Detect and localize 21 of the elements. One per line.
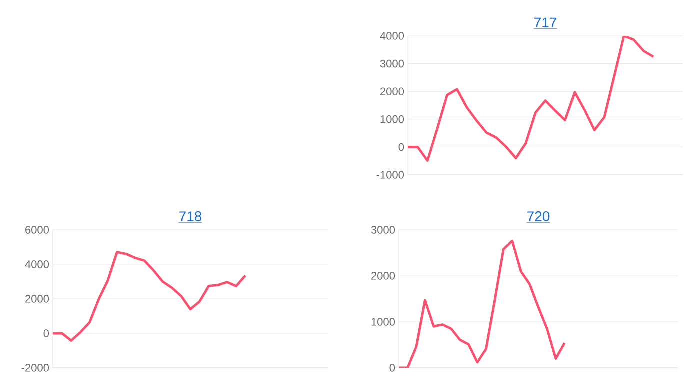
y-tick-label: 4000 xyxy=(25,260,50,268)
y-tick-label: 2000 xyxy=(26,295,50,303)
chart-title: 718 xyxy=(180,212,202,222)
line-series xyxy=(399,240,566,368)
y-tick-label: 6000 xyxy=(26,226,50,234)
chart-title: 717 xyxy=(534,18,556,28)
line-series xyxy=(408,36,655,162)
y-tick-label: 0 xyxy=(44,330,50,338)
y-tick-label: -2000 xyxy=(22,364,50,372)
y-tick-label: 3000 xyxy=(371,226,396,234)
y-tick-label: 1000 xyxy=(372,318,396,326)
y-tick-label: 3000 xyxy=(380,60,404,68)
y-tick-label: 0 xyxy=(390,364,396,372)
y-tick-label: -1000 xyxy=(376,171,404,179)
y-tick-label: 4000 xyxy=(380,32,404,40)
y-tick-label: 2000 xyxy=(372,272,396,280)
line-series xyxy=(53,251,247,342)
y-tick-label: 0 xyxy=(398,143,404,152)
y-tick-label: 2000 xyxy=(380,88,404,96)
y-tick-label: 1000 xyxy=(380,116,404,124)
chart-title: 720 xyxy=(528,212,550,222)
